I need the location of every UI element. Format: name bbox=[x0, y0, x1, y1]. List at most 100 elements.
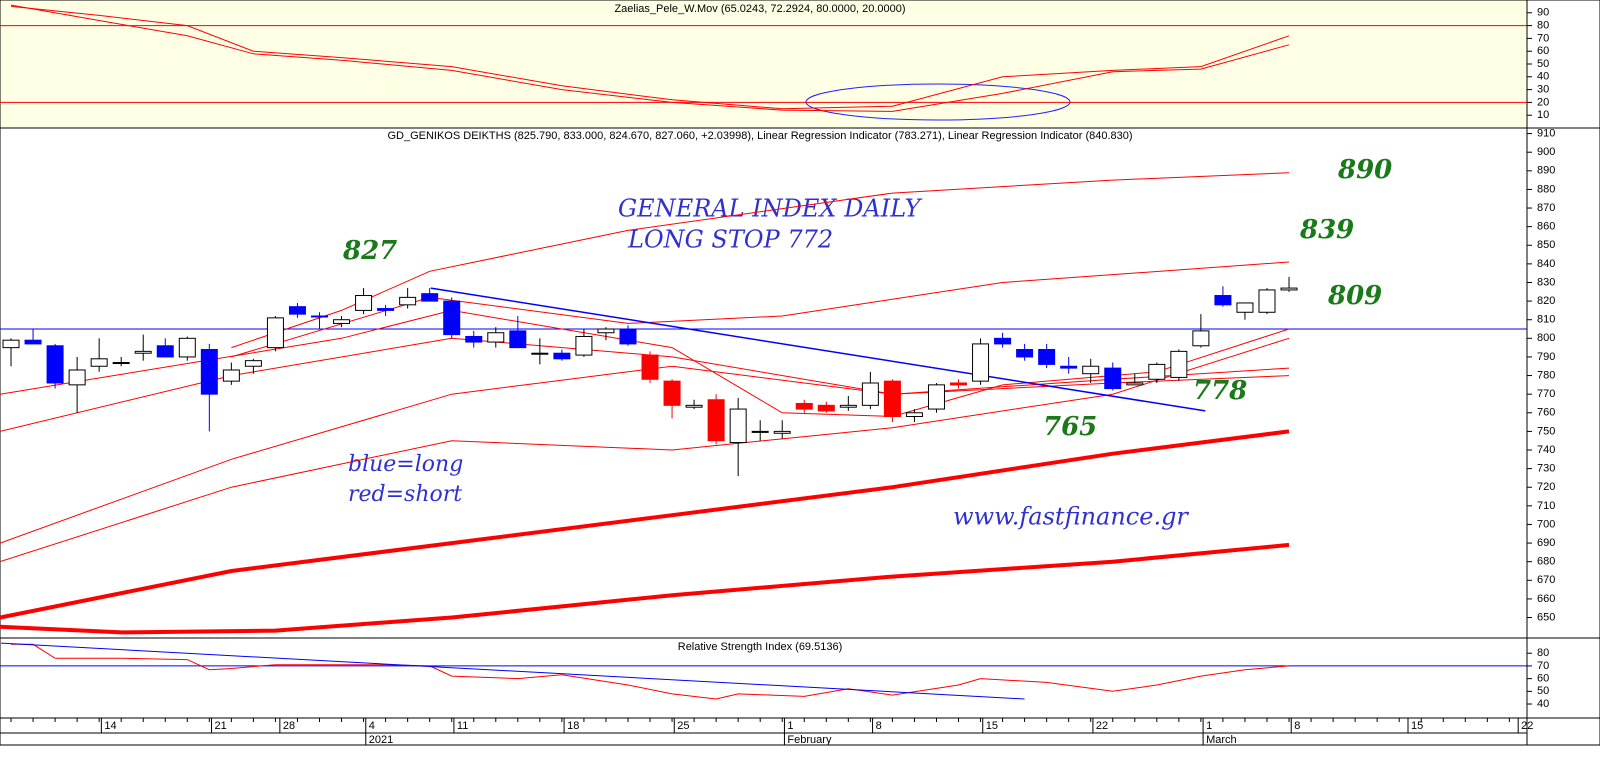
y-tick-label: 830 bbox=[1537, 276, 1555, 288]
y-tick-label: 800 bbox=[1537, 332, 1555, 344]
level-label: 765 bbox=[1043, 412, 1097, 442]
annotation: LONG STOP 772 bbox=[627, 226, 833, 254]
month-label: February bbox=[787, 734, 832, 746]
y-tick-label: 900 bbox=[1537, 146, 1555, 158]
y-tick-label: 680 bbox=[1537, 556, 1555, 568]
annotation: red=short bbox=[348, 482, 462, 507]
level-label: 827 bbox=[342, 236, 397, 266]
y-tick-label: 60 bbox=[1537, 673, 1549, 685]
y-tick-label: 80 bbox=[1537, 647, 1549, 659]
series-line bbox=[0, 337, 1290, 563]
candle-body bbox=[90, 358, 108, 367]
candle-body bbox=[24, 339, 42, 345]
y-tick-label: 890 bbox=[1537, 165, 1555, 177]
candle-body bbox=[1082, 365, 1100, 375]
y-tick-label: 30 bbox=[1537, 84, 1549, 96]
series-line bbox=[0, 429, 1290, 620]
candle-body bbox=[1148, 363, 1166, 380]
candle-body bbox=[178, 337, 196, 358]
x-tick-label: 11 bbox=[457, 720, 468, 732]
y-tick-label: 910 bbox=[1537, 127, 1555, 139]
candle-body bbox=[1170, 350, 1188, 378]
candle-body bbox=[377, 308, 395, 311]
series-line bbox=[231, 172, 1290, 349]
x-tick-label: 1 bbox=[787, 720, 793, 732]
level-label: 778 bbox=[1193, 376, 1247, 406]
candle-body bbox=[861, 382, 879, 406]
x-tick-label: 22 bbox=[1096, 720, 1108, 732]
x-tick-label: 8 bbox=[876, 720, 882, 732]
candle-body bbox=[134, 350, 152, 354]
month-label: March bbox=[1206, 734, 1237, 746]
candle-body bbox=[817, 404, 835, 412]
candle-body bbox=[333, 319, 351, 324]
series-line bbox=[11, 643, 1290, 700]
y-tick-label: 710 bbox=[1537, 500, 1555, 512]
candle-body bbox=[707, 399, 725, 442]
top-panel-bg bbox=[0, 0, 1527, 128]
candle-body bbox=[927, 384, 945, 410]
series-line bbox=[1, 642, 1025, 700]
y-tick-label: 850 bbox=[1537, 239, 1555, 251]
y-tick-label: 730 bbox=[1537, 463, 1555, 475]
series-line bbox=[430, 287, 1206, 412]
panel-title: GD_GENIKOS DEIKTHS (825.790, 833.000, 82… bbox=[387, 130, 1132, 142]
candle-body bbox=[509, 330, 527, 349]
candle-body bbox=[222, 369, 240, 382]
candle-body bbox=[487, 332, 505, 343]
series-line bbox=[10, 4, 1290, 112]
y-tick-label: 80 bbox=[1537, 20, 1549, 32]
candle-body bbox=[729, 408, 747, 444]
y-tick-label: 780 bbox=[1537, 369, 1555, 381]
candle-body bbox=[1214, 295, 1232, 306]
y-tick-label: 60 bbox=[1537, 45, 1549, 57]
series-line bbox=[10, 5, 1290, 110]
y-tick-label: 650 bbox=[1537, 611, 1555, 623]
candle-body bbox=[597, 328, 615, 334]
x-tick-label: 4 bbox=[369, 720, 375, 732]
y-tick-label: 840 bbox=[1537, 258, 1555, 270]
y-tick-label: 70 bbox=[1537, 32, 1549, 44]
candle-body bbox=[68, 369, 86, 386]
candle-body bbox=[311, 315, 329, 318]
y-tick-label: 40 bbox=[1537, 71, 1549, 83]
frame bbox=[0, 0, 1600, 746]
level-label: 890 bbox=[1337, 155, 1392, 185]
annotation: blue=long bbox=[348, 452, 463, 477]
candle-body bbox=[839, 404, 857, 408]
x-tick-label: 18 bbox=[567, 720, 579, 732]
series-line bbox=[231, 261, 1290, 358]
candle-body bbox=[685, 404, 703, 408]
y-tick-label: 50 bbox=[1537, 685, 1549, 697]
x-tick-label: 14 bbox=[104, 720, 116, 732]
candle-body bbox=[2, 339, 20, 349]
y-tick-label: 770 bbox=[1537, 388, 1555, 400]
candle-body bbox=[972, 343, 990, 382]
y-tick-label: 790 bbox=[1537, 351, 1555, 363]
candle-body bbox=[266, 317, 284, 349]
x-tick-label: 25 bbox=[677, 720, 689, 732]
y-tick-label: 810 bbox=[1537, 314, 1555, 326]
y-tick-label: 720 bbox=[1537, 481, 1555, 493]
candle-body bbox=[355, 295, 373, 311]
y-tick-label: 50 bbox=[1537, 58, 1549, 70]
panel-title: Zaelias_Pele_W.Mov (65.0243, 72.2924, 80… bbox=[614, 3, 905, 15]
y-tick-label: 880 bbox=[1537, 183, 1555, 195]
y-tick-label: 740 bbox=[1537, 444, 1555, 456]
candle-body bbox=[1258, 289, 1276, 313]
candle-body bbox=[1104, 367, 1122, 390]
y-tick-label: 700 bbox=[1537, 518, 1555, 530]
y-tick-label: 760 bbox=[1537, 407, 1555, 419]
series-line bbox=[0, 542, 1290, 635]
candle-body bbox=[531, 352, 549, 355]
y-tick-label: 670 bbox=[1537, 574, 1555, 586]
candle-body bbox=[1016, 348, 1034, 358]
candle-body bbox=[883, 380, 901, 418]
x-tick-label: 1 bbox=[1206, 720, 1212, 732]
candle-body bbox=[156, 345, 174, 358]
candle-body bbox=[465, 335, 483, 343]
y-tick-label: 820 bbox=[1537, 295, 1555, 307]
panel-title: Relative Strength Index (69.5136) bbox=[678, 641, 843, 653]
candle-body bbox=[663, 380, 681, 406]
